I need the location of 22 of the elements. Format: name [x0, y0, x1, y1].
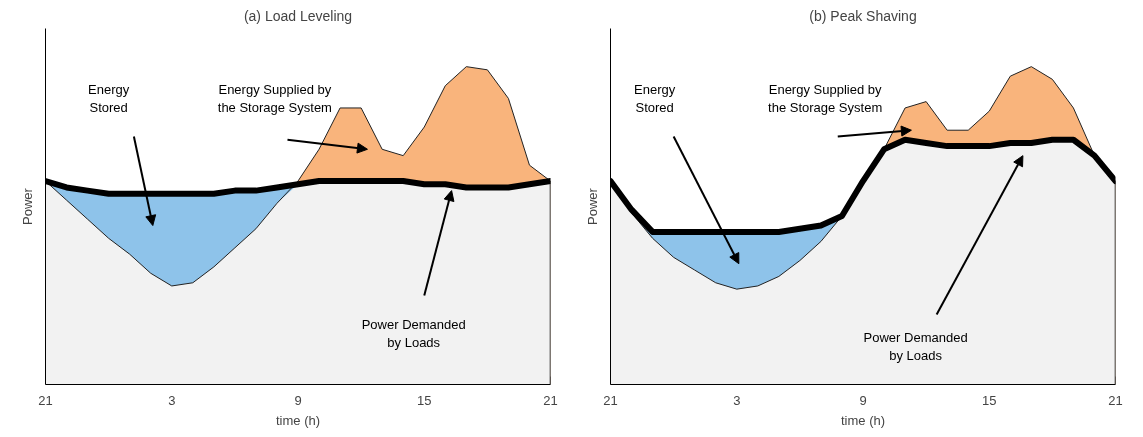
- chart-title: (a) Load Leveling: [243, 7, 353, 24]
- annotation: Energy Supplied by the Storage System: [768, 81, 883, 115]
- x-tick-label: 9: [294, 392, 302, 408]
- x-axis-title: time (h): [840, 412, 886, 428]
- x-axis-title: time (h): [275, 412, 321, 428]
- x-tick-label: 21: [1108, 392, 1123, 408]
- annotation: Energy Stored: [88, 81, 130, 115]
- x-tick-label: 15: [982, 392, 997, 408]
- x-tick-label: 9: [859, 392, 867, 408]
- x-tick-label: 21: [543, 392, 558, 408]
- x-tick-label: 3: [733, 392, 741, 408]
- annotation: Power Demanded by Loads: [863, 329, 968, 363]
- x-tick-label: 15: [417, 392, 432, 408]
- x-tick-label: 21: [603, 392, 618, 408]
- x-tick-label: 21: [38, 392, 53, 408]
- annotation: Energy Supplied by the Storage System: [217, 81, 332, 115]
- annotation: Power Demanded by Loads: [361, 317, 466, 351]
- annotation: Energy Stored: [634, 81, 676, 115]
- y-axis-title: Power: [584, 187, 600, 225]
- x-tick-label: 3: [168, 392, 176, 408]
- chart-title: (b) Peak Shaving: [809, 7, 917, 24]
- y-axis-title: Power: [19, 187, 35, 225]
